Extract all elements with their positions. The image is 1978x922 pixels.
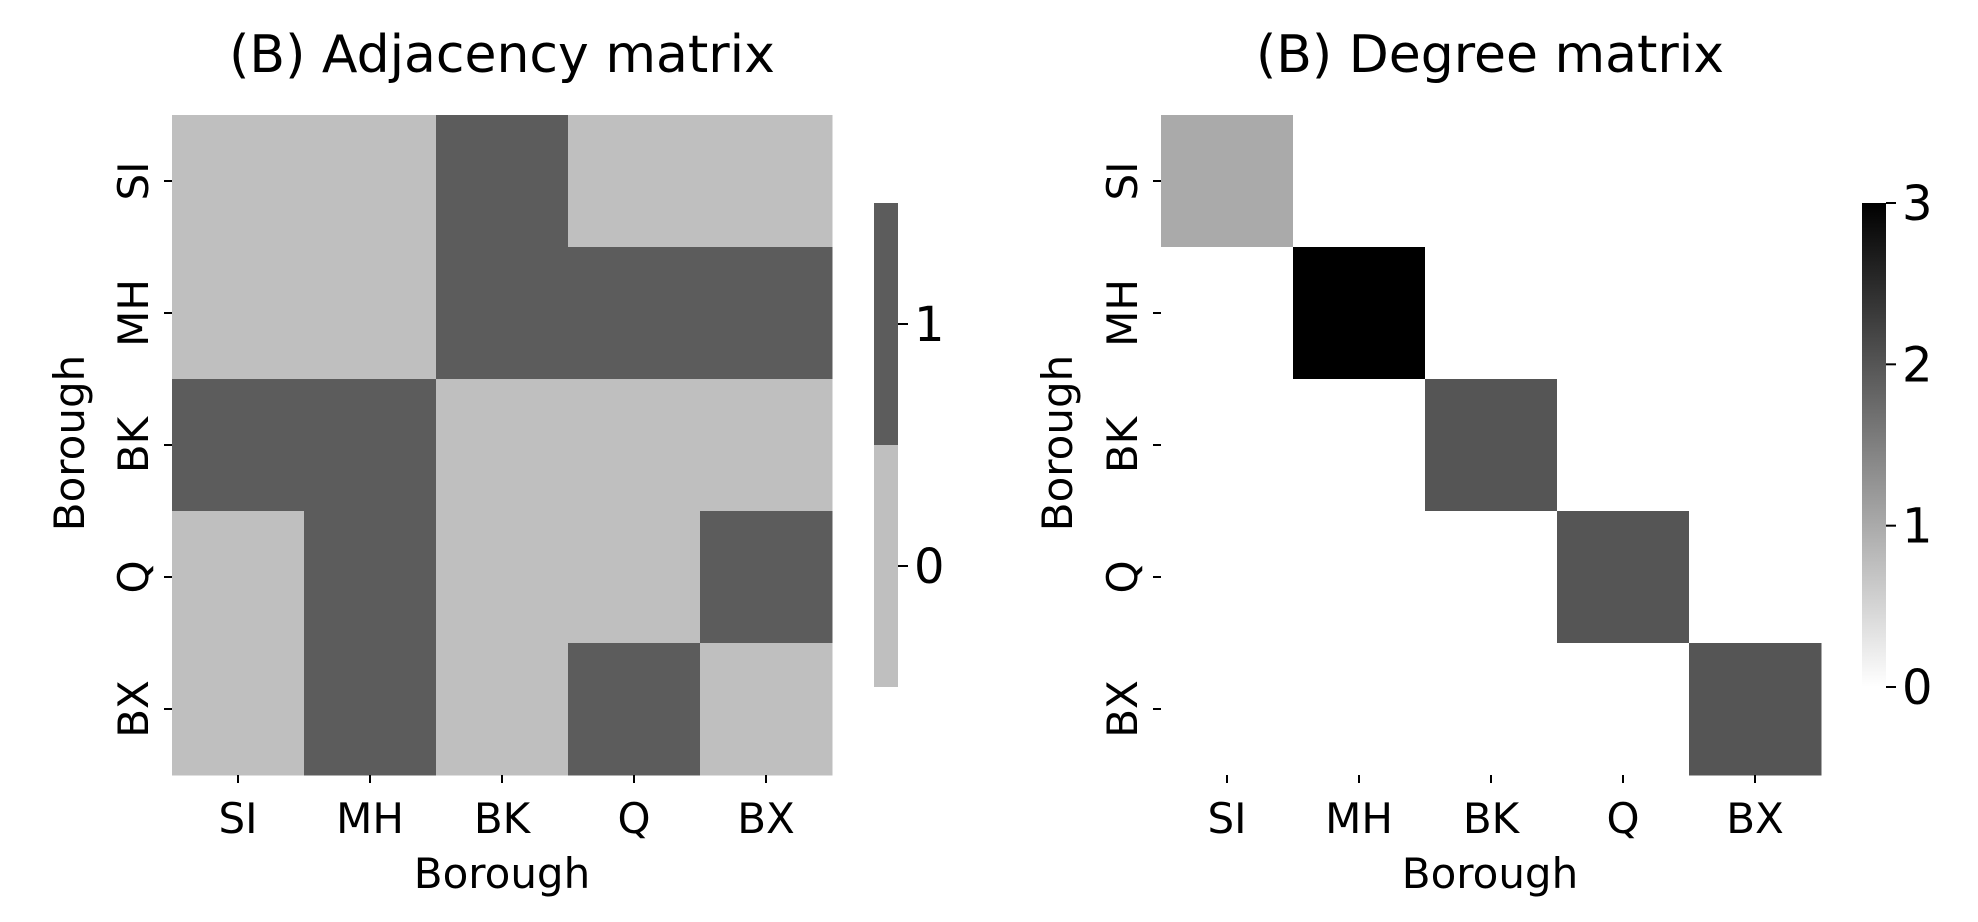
heatmap-cell xyxy=(172,511,305,644)
adjacency-heatmap-panel: (B) Adjacency matrix SI MH BK Q BX SI MH BK Q BX… xyxy=(45,25,945,898)
heatmap-cell xyxy=(1557,643,1690,776)
colorbar-tick-label: 3 xyxy=(1902,176,1933,232)
colorbar-segment xyxy=(874,445,898,687)
heatmap-cell xyxy=(1161,247,1294,380)
heatmap-cell xyxy=(1161,511,1294,644)
heatmap-cell xyxy=(1293,115,1426,248)
heatmap-cell xyxy=(1293,511,1426,644)
y-tick-label: BK xyxy=(109,415,158,473)
y-axis-ticks: SI MH BK Q BX xyxy=(109,161,172,738)
heatmap-cell xyxy=(1161,643,1294,776)
heatmap-cell xyxy=(1425,511,1558,644)
heatmap-cell xyxy=(568,511,701,644)
heatmap-cell xyxy=(172,379,305,512)
heatmap-cell xyxy=(1689,379,1822,512)
x-axis-label: Borough xyxy=(1402,849,1578,898)
colorbar: 10 xyxy=(874,203,945,687)
y-axis-label: Borough xyxy=(45,355,94,531)
colorbar: 3 2 1 0 xyxy=(1862,176,1933,716)
y-tick-label: SI xyxy=(109,161,158,200)
heatmap-cell xyxy=(436,115,569,248)
heatmap-cell xyxy=(1293,379,1426,512)
heatmap-cell xyxy=(700,379,833,512)
heatmap-cell xyxy=(1161,115,1294,248)
heatmap-cell xyxy=(172,247,305,380)
x-tick-label: BX xyxy=(1726,794,1784,843)
y-tick-label: BK xyxy=(1098,415,1147,473)
colorbar-tick-label: 1 xyxy=(1902,499,1933,555)
colorbar-gradient xyxy=(1862,203,1886,687)
heatmap-cell xyxy=(1161,379,1294,512)
colorbar-tick-label: 0 xyxy=(914,539,945,595)
heatmap-cell xyxy=(700,247,833,380)
y-tick-label: MH xyxy=(1098,279,1147,347)
heatmap-cell xyxy=(568,643,701,776)
y-tick-label: MH xyxy=(109,279,158,347)
heatmap-cells xyxy=(1161,115,1822,776)
heatmap-cell xyxy=(436,643,569,776)
y-axis-ticks: SI MH BK Q BX xyxy=(1098,161,1161,738)
heatmap-cells xyxy=(172,115,833,776)
colorbar-segment xyxy=(874,203,898,445)
chart-title: (B) Adjacency matrix xyxy=(229,25,775,85)
heatmap-cell xyxy=(700,115,833,248)
chart-title: (B) Degree matrix xyxy=(1256,25,1724,85)
heatmap-cell xyxy=(436,511,569,644)
heatmap-cell xyxy=(304,643,437,776)
y-tick-label: Q xyxy=(1098,560,1147,593)
heatmap-cell xyxy=(1425,115,1558,248)
colorbar-tick-label: 0 xyxy=(1902,660,1933,716)
heatmap-cell xyxy=(436,379,569,512)
heatmap-cell xyxy=(1557,247,1690,380)
heatmap-cell xyxy=(304,511,437,644)
colorbar-tick-label: 2 xyxy=(1902,337,1933,393)
degree-heatmap-panel: (B) Degree matrix SI MH BK Q BX SI MH BK Q BX Bo… xyxy=(1033,25,1933,898)
x-tick-label: Q xyxy=(617,794,650,843)
heatmap-cell xyxy=(1425,247,1558,380)
x-tick-label: Q xyxy=(1606,794,1639,843)
heatmap-cell xyxy=(1425,379,1558,512)
x-tick-label: BK xyxy=(474,794,532,843)
heatmap-cell xyxy=(304,247,437,380)
x-tick-label: SI xyxy=(1207,794,1246,843)
x-tick-label: BK xyxy=(1463,794,1521,843)
heatmap-cell xyxy=(1689,511,1822,644)
x-axis-ticks: SI MH BK Q BX xyxy=(218,775,795,843)
x-tick-label: MH xyxy=(336,794,404,843)
heatmap-cell xyxy=(700,511,833,644)
heatmap-cell xyxy=(568,379,701,512)
heatmap-cell xyxy=(1689,247,1822,380)
heatmap-cell xyxy=(568,247,701,380)
heatmap-cell xyxy=(700,643,833,776)
heatmap-cell xyxy=(436,247,569,380)
heatmap-cell xyxy=(1557,115,1690,248)
y-tick-label: SI xyxy=(1098,161,1147,200)
y-tick-label: Q xyxy=(109,560,158,593)
heatmap-cell xyxy=(568,115,701,248)
x-axis-ticks: SI MH BK Q BX xyxy=(1207,775,1784,843)
heatmap-cell xyxy=(1557,511,1690,644)
x-tick-label: MH xyxy=(1325,794,1393,843)
x-tick-label: BX xyxy=(737,794,795,843)
y-axis-label: Borough xyxy=(1033,355,1082,531)
heatmap-cell xyxy=(172,643,305,776)
heatmap-cell xyxy=(1293,643,1426,776)
y-tick-label: BX xyxy=(109,680,158,738)
heatmap-cell xyxy=(1293,247,1426,380)
heatmap-cell xyxy=(1425,643,1558,776)
heatmap-cell xyxy=(304,115,437,248)
heatmap-cell xyxy=(304,379,437,512)
colorbar-tick-label: 1 xyxy=(914,297,945,353)
heatmap-cell xyxy=(1689,643,1822,776)
x-axis-label: Borough xyxy=(414,849,590,898)
x-tick-label: SI xyxy=(218,794,257,843)
heatmap-cell xyxy=(1689,115,1822,248)
heatmap-cell xyxy=(1557,379,1690,512)
heatmap-cell xyxy=(172,115,305,248)
y-tick-label: BX xyxy=(1098,680,1147,738)
